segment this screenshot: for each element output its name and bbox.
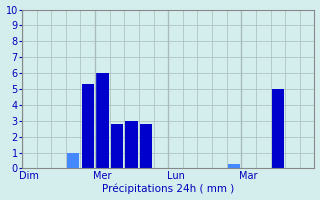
Bar [111, 124, 123, 168]
Bar [228, 164, 240, 168]
Bar [125, 121, 138, 168]
Bar [140, 124, 153, 168]
Bar [272, 89, 284, 168]
X-axis label: Précipitations 24h ( mm ): Précipitations 24h ( mm ) [102, 184, 234, 194]
Bar [67, 153, 79, 168]
Bar [82, 84, 94, 168]
Bar [96, 73, 108, 168]
